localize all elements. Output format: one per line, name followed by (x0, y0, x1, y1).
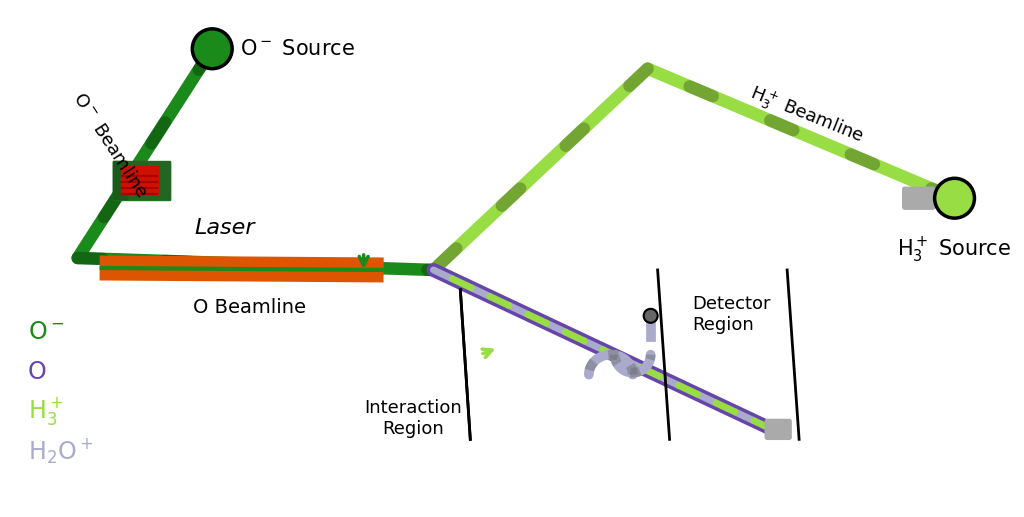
FancyBboxPatch shape (765, 419, 792, 439)
FancyBboxPatch shape (113, 161, 127, 199)
FancyBboxPatch shape (121, 166, 159, 194)
Circle shape (644, 309, 657, 323)
Text: O$^-$ Source: O$^-$ Source (241, 39, 355, 59)
Text: H$_3^+$ Beamline: H$_3^+$ Beamline (746, 82, 867, 149)
Text: Detector
Region: Detector Region (692, 295, 771, 333)
Text: Interaction
Region: Interaction Region (365, 400, 463, 438)
FancyBboxPatch shape (113, 162, 170, 200)
Text: Laser: Laser (195, 218, 255, 238)
Text: O Beamline: O Beamline (193, 298, 305, 317)
Circle shape (193, 29, 232, 69)
Text: O: O (28, 360, 47, 384)
Text: O$^-$: O$^-$ (28, 320, 65, 344)
Text: H$_2$O$^+$: H$_2$O$^+$ (28, 437, 93, 466)
Text: H$_3^+$: H$_3^+$ (28, 396, 63, 428)
FancyBboxPatch shape (903, 187, 935, 209)
Text: O$^-$ Beamline: O$^-$ Beamline (69, 89, 151, 201)
Text: H$_3^+$ Source: H$_3^+$ Source (897, 236, 1012, 265)
FancyBboxPatch shape (113, 161, 170, 199)
Circle shape (935, 178, 975, 218)
